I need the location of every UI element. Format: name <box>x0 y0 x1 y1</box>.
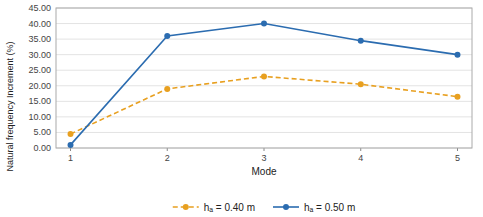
grid-line <box>56 70 472 71</box>
plot-frame <box>56 8 472 148</box>
y-tick-label: 30.00 <box>28 50 51 60</box>
y-tick-label: 35.00 <box>28 34 51 44</box>
y-tick-label: 0.00 <box>33 143 51 153</box>
x-tick-label: 2 <box>165 153 170 163</box>
grid-line <box>56 101 472 102</box>
y-axis-label: Natural frequency Increment (%) <box>5 41 15 171</box>
series-marker <box>261 21 267 27</box>
grid-line <box>56 85 472 86</box>
y-tick-label: 10.00 <box>28 112 51 122</box>
series-marker <box>358 38 364 44</box>
legend-item: hₐ = 0.40 m <box>173 202 255 213</box>
grid-line <box>56 116 472 117</box>
y-tick-label: 25.00 <box>28 65 51 75</box>
series-marker <box>68 142 74 148</box>
series-marker <box>164 33 170 39</box>
chart: 0.00 5.00 10.00 15.00 20.00 25.00 30.00 35.00 40… <box>0 0 483 217</box>
y-tick-label: 5.00 <box>33 127 51 137</box>
grid-line <box>56 39 472 40</box>
x-tick-label: 3 <box>261 153 266 163</box>
legend-label: hₐ = 0.40 m <box>204 202 255 213</box>
y-tick-label: 20.00 <box>28 81 51 91</box>
y-tick-label: 40.00 <box>28 19 51 29</box>
series-line <box>71 76 458 134</box>
series-marker <box>164 86 170 92</box>
y-tick-label: 15.00 <box>28 96 51 106</box>
grid-line <box>56 132 472 133</box>
series-marker <box>454 94 460 100</box>
plot-area <box>68 21 461 148</box>
legend-label: hₐ = 0.50 m <box>304 202 355 213</box>
series-marker <box>358 81 364 87</box>
x-tick-label: 1 <box>68 153 73 163</box>
series-marker <box>261 73 267 79</box>
x-tick-label: 4 <box>358 153 363 163</box>
legend: hₐ = 0.40 m hₐ = 0.50 m <box>173 202 356 213</box>
x-tick-label: 5 <box>455 153 460 163</box>
series-marker <box>68 131 74 137</box>
series-line <box>71 24 458 145</box>
y-tick-label: 45.00 <box>28 3 51 13</box>
series-marker <box>454 52 460 58</box>
legend-marker <box>183 204 189 210</box>
x-axis-label: Mode <box>251 166 276 177</box>
grid-line <box>56 54 472 55</box>
legend-item: hₐ = 0.50 m <box>273 202 355 213</box>
legend-marker <box>283 204 289 210</box>
